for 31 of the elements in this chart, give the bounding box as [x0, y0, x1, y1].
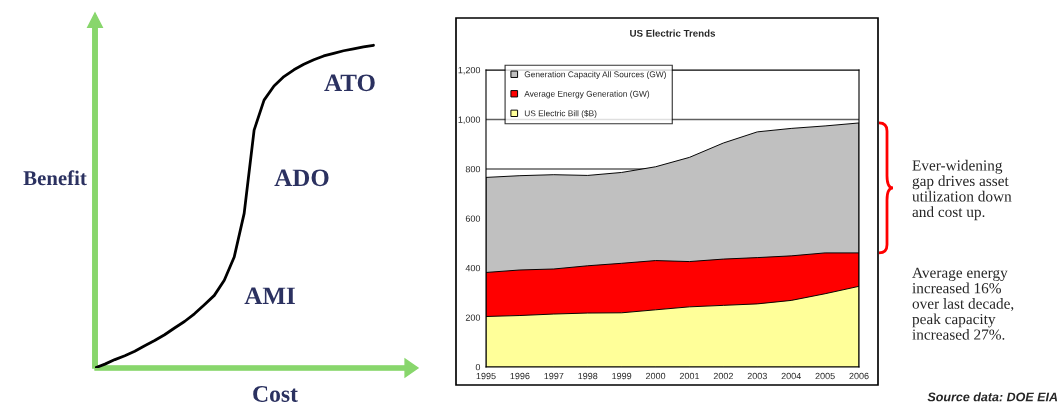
x-tick-label: 2004 — [781, 372, 801, 380]
x-tick-label: 1996 — [510, 372, 530, 380]
legend-label: Generation Capacity All Sources (GW) — [524, 71, 666, 79]
annotation: ATO — [324, 74, 375, 92]
annotation: AMI — [244, 287, 295, 305]
chart-title: US Electric Trends — [630, 29, 716, 37]
y-tick-label: 800 — [465, 165, 481, 173]
text: Average energy increased 16% over last decade, peak capacity increased 27%. — [912, 267, 1014, 340]
y-tick-label: 600 — [465, 215, 481, 222]
y-tick-label: 1,000 — [458, 116, 481, 124]
y-tick-label: 1,200 — [458, 66, 481, 75]
x-tick-label: 1998 — [578, 372, 598, 380]
annotation: ADO — [274, 169, 329, 187]
x-tick-label: 2000 — [645, 372, 666, 380]
source-note: Source data: DOE EIA — [927, 392, 1058, 402]
y-tick-label: 400 — [465, 264, 481, 272]
y-tick-label: 0 — [475, 363, 481, 371]
x-tick-label: 1995 — [476, 372, 496, 380]
legend-label: US Electric Bill ($B) — [524, 110, 597, 118]
y-tick-label: 200 — [465, 314, 481, 321]
x-axis-title: Cost — [253, 386, 298, 402]
text: Ever-widening gap drives asset utilization down and cost up. — [912, 159, 1012, 221]
x-tick-label: 2002 — [713, 372, 733, 380]
x-tick-label: 1997 — [544, 372, 564, 380]
x-tick-label: 2003 — [747, 372, 767, 380]
x-tick-label: 2001 — [679, 372, 700, 380]
y-axis-title: Benefit — [23, 170, 87, 186]
x-tick-label: 2005 — [815, 372, 835, 380]
legend-label: Average Energy Generation (GW) — [524, 90, 650, 99]
x-tick-label: 1999 — [612, 372, 632, 380]
x-tick-label: 2006 — [849, 372, 869, 380]
